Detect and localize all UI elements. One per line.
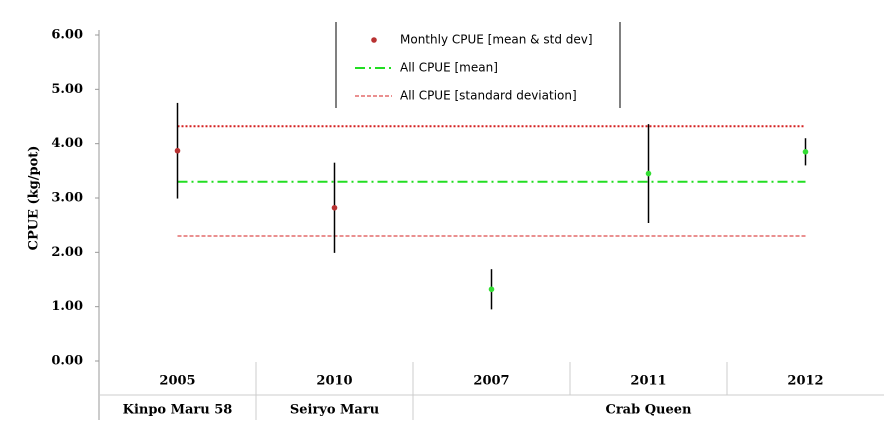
point [802,149,809,155]
legend-marker [371,37,377,43]
legend-label: All CPUE [standard deviation] [400,89,577,103]
point [174,147,181,154]
point [645,170,652,177]
y-tick-label: 6.00 [51,28,83,43]
group-label: Seiryo Maru [290,403,379,418]
y-tick-label: 2.00 [51,245,83,260]
y-tick-label: 4.00 [51,136,83,151]
x-tick-label: 2011 [630,374,666,389]
x-tick-label: 2010 [316,374,352,389]
x-tick-label: 2007 [473,374,509,389]
point [331,204,338,211]
y-tick-label: 1.00 [51,299,83,314]
y-axis-label: CPUE (kg/pot) [27,146,42,251]
x-tick-label: 2012 [787,374,823,389]
point [488,286,495,293]
legend-label: Monthly CPUE [mean & std dev] [400,33,593,47]
group-label: Crab Queen [605,403,692,418]
group-label: Kinpo Maru 58 [123,403,233,418]
x-tick-label: 2005 [159,374,195,389]
legend-label: All CPUE [mean] [400,61,498,75]
y-tick-label: 5.00 [51,82,83,97]
y-tick-label: 0.00 [51,354,83,369]
y-tick-label: 3.00 [51,191,83,206]
